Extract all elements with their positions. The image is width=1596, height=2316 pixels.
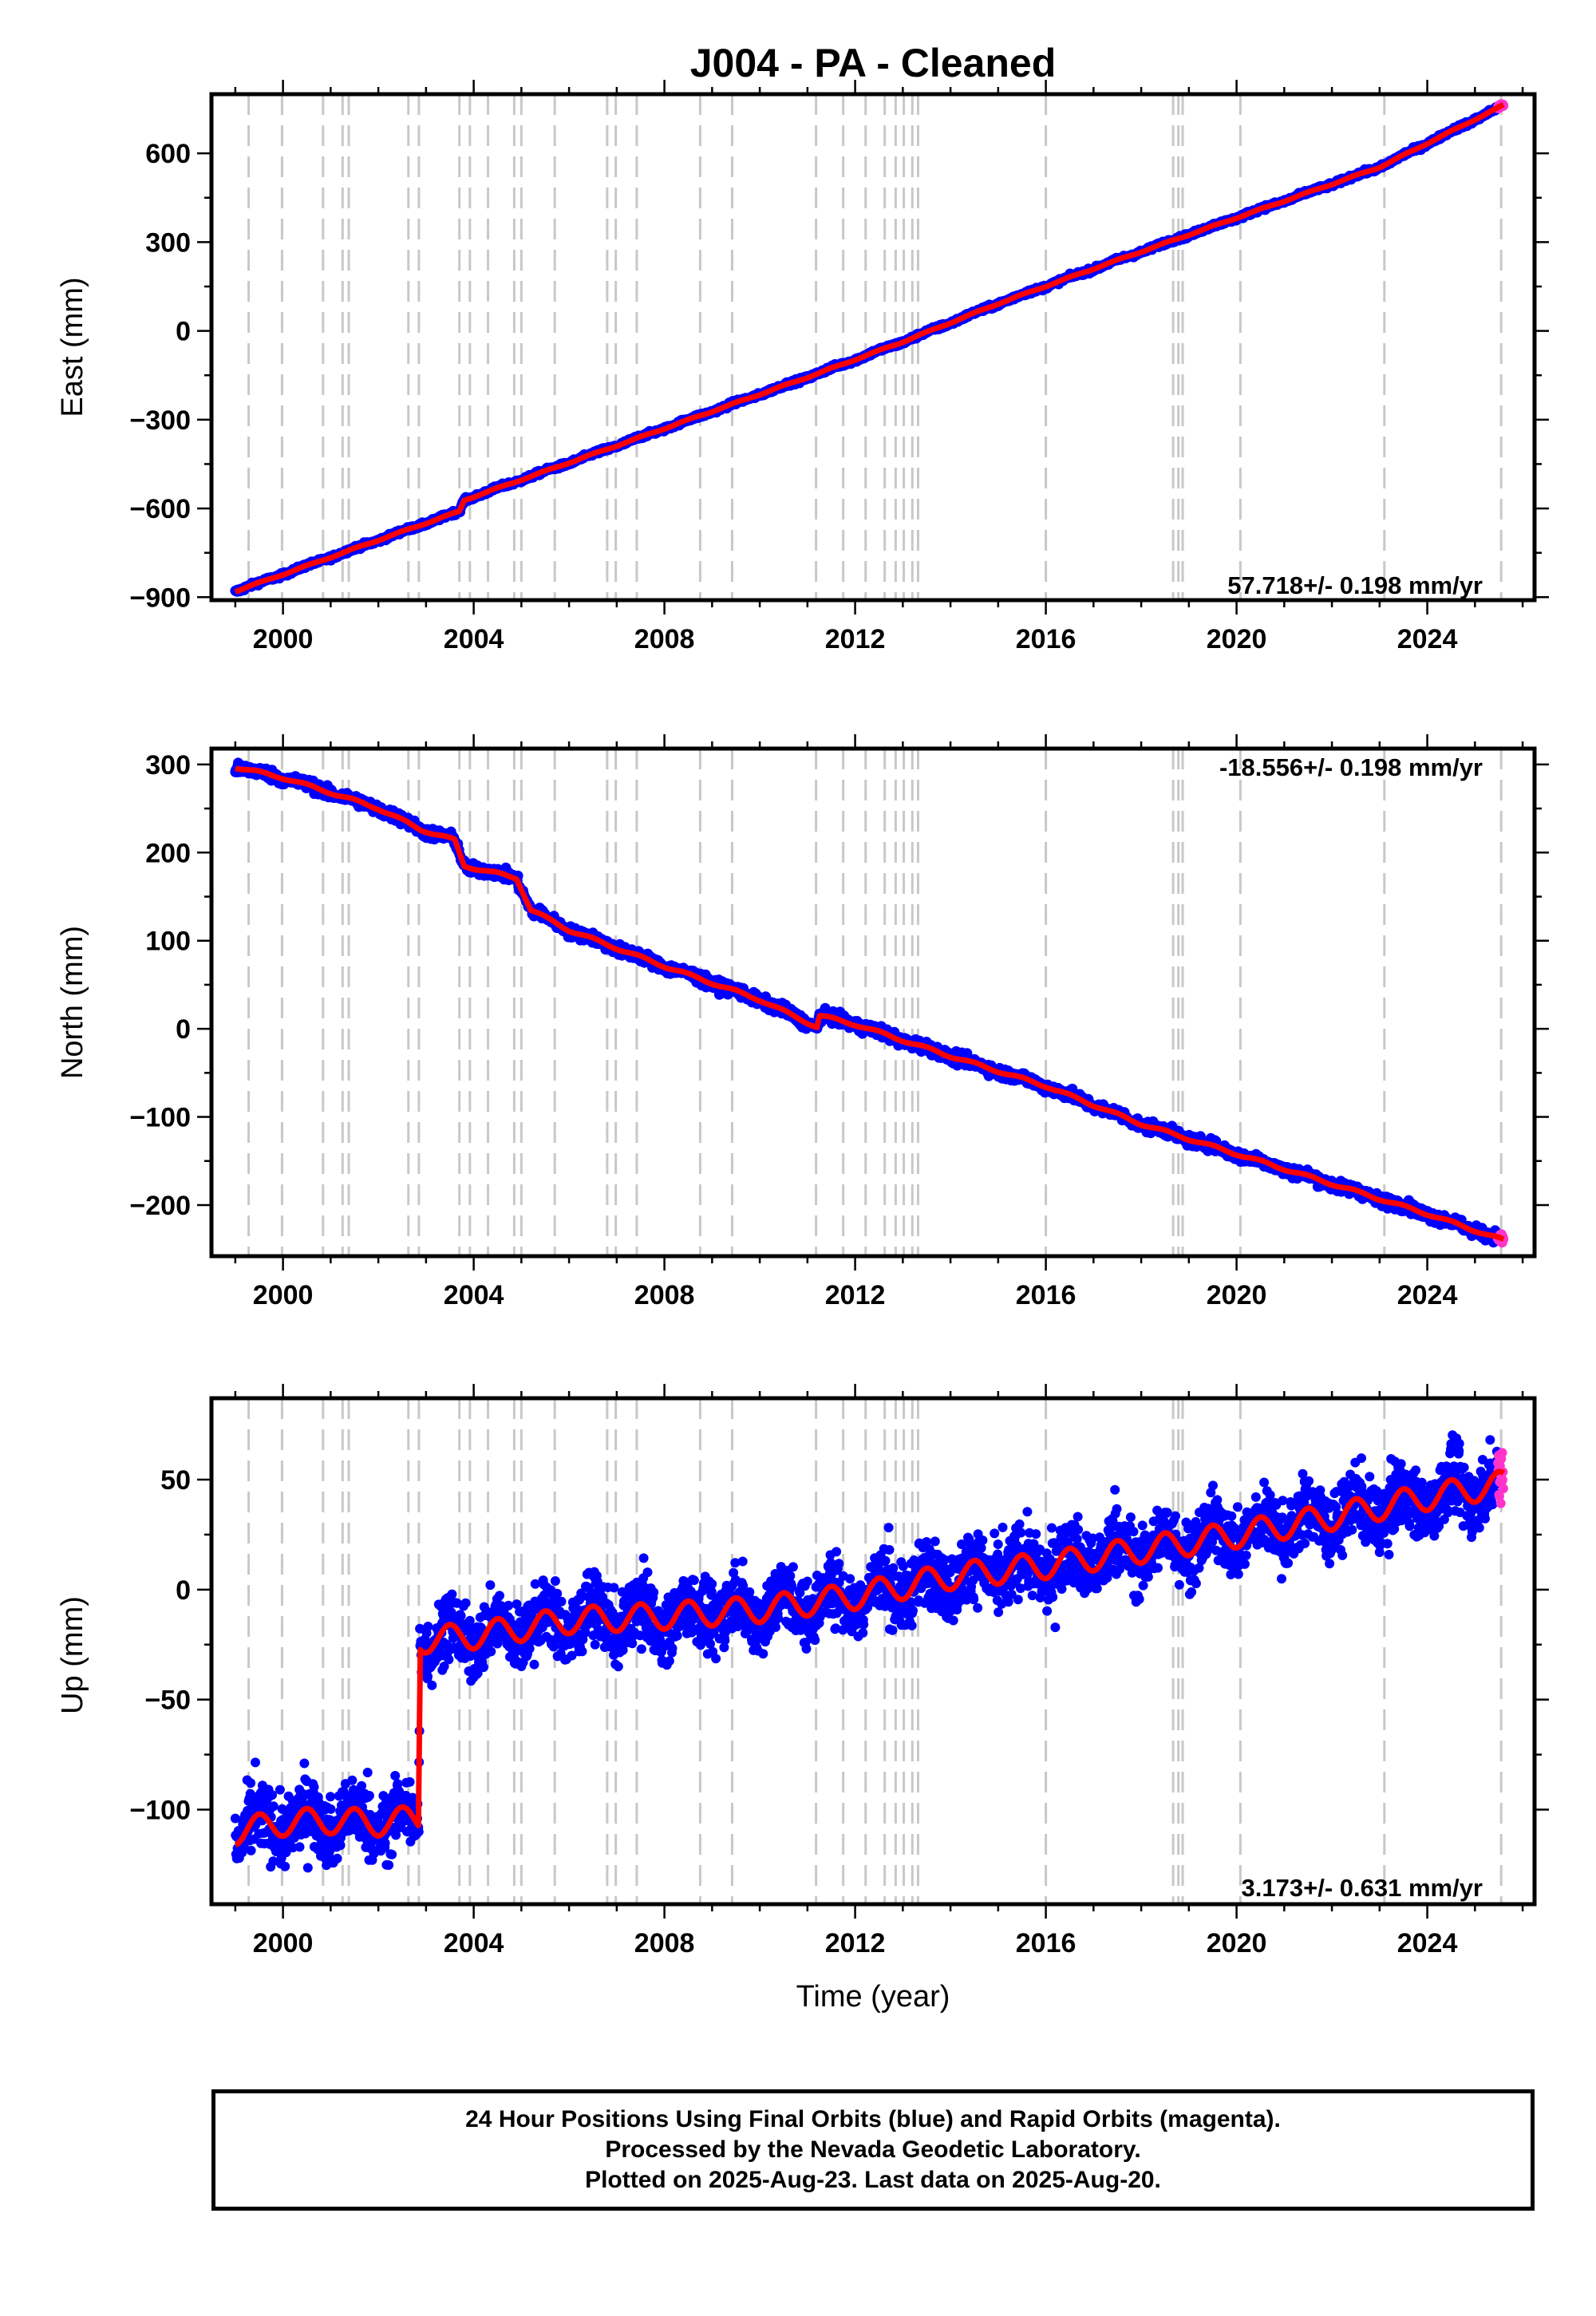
x-tick-label: 2024 bbox=[1397, 1280, 1458, 1310]
final-orbit-point bbox=[280, 1861, 290, 1871]
x-tick-label: 2008 bbox=[634, 1280, 695, 1310]
y-tick-label: 300 bbox=[145, 227, 191, 258]
y-tick-label: 300 bbox=[145, 750, 191, 781]
x-tick-label: 2000 bbox=[253, 1280, 314, 1310]
up-y-axis-label: Up (mm) bbox=[56, 1596, 89, 1714]
final-orbit-point bbox=[275, 1784, 285, 1795]
x-tick-label: 2008 bbox=[634, 624, 695, 654]
y-tick-label: 200 bbox=[145, 838, 191, 868]
north-event-lines bbox=[247, 749, 1503, 1256]
final-orbit-point bbox=[268, 1801, 279, 1812]
east-model-line bbox=[233, 101, 1506, 595]
x-tick-label: 2020 bbox=[1207, 624, 1267, 654]
final-orbit-point bbox=[294, 1842, 305, 1852]
final-orbit-point bbox=[267, 1790, 277, 1800]
chart-title: J004 - PA - Cleaned bbox=[690, 41, 1057, 85]
x-tick-label: 2016 bbox=[1016, 624, 1077, 654]
final-orbit-point bbox=[251, 1757, 260, 1768]
x-tick-label: 2012 bbox=[825, 624, 886, 654]
x-tick-label: 2020 bbox=[1207, 1280, 1267, 1310]
x-tick-label: 2024 bbox=[1397, 624, 1458, 654]
y-tick-label: −200 bbox=[129, 1191, 191, 1221]
x-axis-label: Time (year) bbox=[796, 1980, 950, 2014]
y-tick-label: −600 bbox=[129, 494, 191, 524]
x-tick-label: 2004 bbox=[444, 624, 504, 654]
final-orbit-point bbox=[246, 1845, 256, 1856]
east-panel: East (mm) −900 −600 −300 0 300 600 2000 2004 200… bbox=[56, 80, 1549, 654]
x-tick-label: 2016 bbox=[1016, 1280, 1077, 1310]
north-y-axis-label: North (mm) bbox=[56, 926, 89, 1079]
east-rate-label: 57.718+/- 0.198 mm/yr bbox=[1227, 571, 1483, 599]
x-tick-label: 2000 bbox=[253, 624, 314, 654]
x-tick-label: 2004 bbox=[444, 1280, 504, 1310]
final-orbit-point bbox=[299, 1758, 310, 1769]
east-y-axis-label: East (mm) bbox=[56, 277, 89, 417]
final-orbit-point bbox=[246, 1778, 256, 1788]
final-orbit-point bbox=[302, 1863, 313, 1873]
y-tick-label: 0 bbox=[176, 317, 191, 347]
x-tick-label: 2012 bbox=[825, 1280, 886, 1310]
y-tick-label: −900 bbox=[129, 583, 191, 613]
final-orbit-point bbox=[309, 1782, 319, 1792]
north-rate-label: -18.556+/- 0.198 mm/yr bbox=[1219, 753, 1483, 781]
y-tick-label: −300 bbox=[129, 405, 191, 436]
east-plot-frame bbox=[209, 92, 1537, 603]
y-tick-label: −100 bbox=[129, 1103, 191, 1133]
east-positions bbox=[230, 99, 1509, 597]
y-tick-label: 100 bbox=[145, 927, 191, 957]
north-panel: North (mm) −200 −100 0 100 200 300 2000 2004 200… bbox=[56, 734, 1549, 1310]
y-tick-label: 0 bbox=[176, 1014, 191, 1045]
y-tick-label: 600 bbox=[145, 139, 191, 169]
